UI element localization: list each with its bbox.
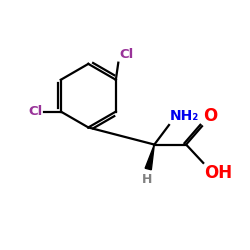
Polygon shape	[145, 144, 154, 170]
Text: OH: OH	[204, 164, 233, 182]
Text: O: O	[203, 107, 218, 125]
Text: Cl: Cl	[120, 48, 134, 62]
Text: Cl: Cl	[28, 105, 42, 118]
Text: NH₂: NH₂	[170, 108, 200, 122]
Text: H: H	[142, 173, 152, 186]
